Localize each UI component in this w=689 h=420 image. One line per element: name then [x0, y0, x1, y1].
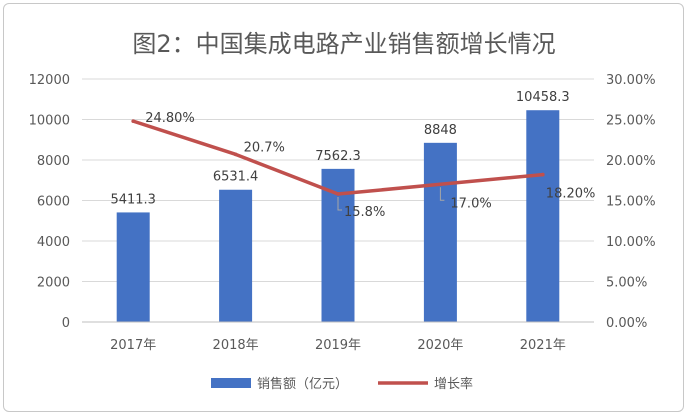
y-left-tick-label: 4000: [37, 235, 70, 250]
bar: [423, 142, 457, 322]
line-data-label: 24.80%: [145, 111, 195, 126]
chart: 图2：中国集成电路产业销售额增长情况 5411.3 6531.4 7562.3 884…: [29, 30, 656, 392]
x-tick-label: 2019年: [315, 338, 361, 353]
y-right-tick-label: 30.00%: [606, 73, 656, 88]
bar-data-label: 10458.3: [516, 90, 570, 105]
bar: [116, 212, 150, 322]
legend-label-line: 增长率: [434, 376, 473, 392]
y-left-tick-label: 8000: [37, 154, 70, 169]
line-data-label: 20.7%: [244, 140, 285, 155]
line-point: [336, 192, 340, 196]
line-point: [233, 152, 238, 157]
y-right-tick-label: 0.00%: [606, 316, 647, 331]
bar-series: [116, 110, 560, 322]
bar: [219, 189, 253, 322]
chart-title: 图2：中国集成电路产业销售额增长情况: [132, 30, 555, 58]
legend: 销售额（亿元） 增长率: [211, 376, 473, 392]
axes: 0 2000 4000 6000 8000 10000 12000 0.00% 5.00% 10.…: [29, 73, 656, 353]
y-right-tick-label: 20.00%: [606, 154, 656, 169]
line-data-label: 15.8%: [344, 205, 385, 220]
legend-swatch-bar: [211, 378, 251, 388]
line-data-label: 18.20%: [546, 187, 596, 202]
line-point: [131, 119, 135, 123]
bar-data-label: 7562.3: [315, 149, 361, 164]
bar-data-label: 6531.4: [213, 170, 259, 185]
y-left-tick-label: 12000: [29, 73, 70, 88]
data-labels: 5411.3 6531.4 7562.3 8848 10458.3 24.80% 20.7%…: [110, 90, 595, 220]
bar-data-label: 8848: [424, 123, 457, 138]
y-left-tick-label: 0: [62, 316, 70, 331]
y-right-tick-label: 10.00%: [606, 235, 656, 250]
y-left-tick-label: 6000: [37, 195, 70, 210]
leader-line: [439, 187, 445, 201]
line-data-label: 17.0%: [450, 196, 491, 211]
x-tick-label: 2018年: [213, 338, 259, 353]
line-point: [541, 172, 545, 177]
line-series: [131, 119, 545, 196]
y-left-tick-label: 2000: [37, 276, 70, 291]
bar: [526, 110, 560, 322]
x-tick-label: 2017年: [110, 338, 156, 353]
chart-frame: 图2：中国集成电路产业销售额增长情况 5411.3 6531.4 7562.3 884…: [3, 3, 684, 412]
y-right-tick-label: 15.00%: [606, 195, 656, 210]
legend-label-bar: 销售额（亿元）: [257, 376, 348, 392]
leader-line: [337, 197, 342, 211]
x-tick-label: 2020年: [417, 338, 463, 353]
bar-data-label: 5411.3: [110, 192, 156, 207]
y-right-tick-label: 5.00%: [606, 276, 647, 291]
y-right-tick-label: 25.00%: [606, 114, 656, 129]
y-left-tick-label: 10000: [29, 114, 70, 129]
x-tick-label: 2021年: [520, 338, 566, 353]
line-point: [438, 182, 443, 187]
